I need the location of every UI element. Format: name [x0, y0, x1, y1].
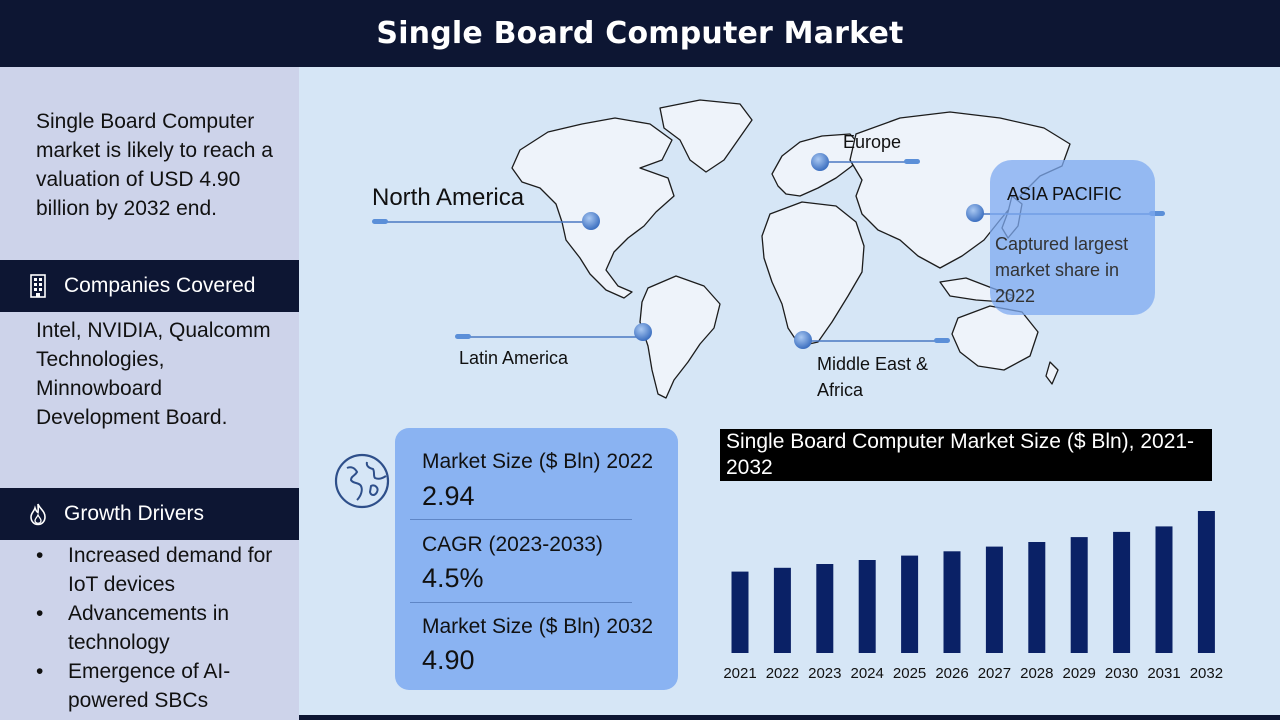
tick-label-2026: 2026 [935, 665, 968, 682]
mea-label-line2: Africa [817, 380, 864, 400]
stats-panel [395, 428, 678, 690]
companies-heading: Companies Covered [0, 260, 299, 312]
bar-2023 [816, 564, 834, 653]
drivers-list: Increased demand for IoT devices Advance… [36, 541, 286, 715]
mea-label-line1: Middle East & [817, 354, 929, 374]
tick-label-2024: 2024 [851, 665, 884, 682]
europe-marker [811, 153, 829, 171]
market-size-2022-value: 2.94 [422, 481, 475, 511]
latin-america-marker [634, 323, 652, 341]
asia-pacific-description: Captured largest market share in 2022 [995, 234, 1129, 306]
north-america-marker [582, 212, 600, 230]
africa-shape [761, 201, 865, 347]
europe-label: Europe [843, 132, 902, 152]
tick-label-2032: 2032 [1190, 665, 1223, 682]
globe-icon [334, 453, 390, 509]
market-size-2032-value: 4.90 [422, 645, 475, 675]
asia-pacific-label: ASIA PACIFIC [1007, 184, 1122, 204]
drivers-heading-label: Growth Drivers [64, 502, 205, 525]
bar-2025 [901, 555, 919, 653]
australia-shape [951, 305, 1039, 371]
bar-2027 [985, 546, 1003, 653]
asia-marker [966, 204, 984, 222]
drivers-heading: Growth Drivers [0, 488, 299, 540]
companies-list: Intel, NVIDIA, Qualcomm Technologies, Mi… [36, 319, 271, 429]
market-size-2022-label: Market Size ($ Bln) 2022 [422, 450, 654, 473]
page-header: Single Board Computer Market [0, 0, 1280, 67]
market-size-2032-label: Market Size ($ Bln) 2032 [422, 615, 654, 638]
greenland-shape [659, 99, 753, 173]
building-icon [28, 274, 48, 298]
cagr-value: 4.5% [422, 563, 484, 593]
flame-icon [28, 502, 48, 526]
tick-label-2029: 2029 [1063, 665, 1096, 682]
bar-2021 [731, 571, 749, 653]
bar-2029 [1070, 537, 1088, 653]
list-item: Advancements in technology [36, 599, 286, 657]
north-america-shape [511, 117, 675, 299]
tick-label-2023: 2023 [808, 665, 841, 682]
bottom-strip [299, 715, 1280, 720]
sidebar: Single Board Computer market is likely t… [0, 67, 299, 720]
tick-label-2030: 2030 [1105, 665, 1138, 682]
tick-label-2022: 2022 [766, 665, 799, 682]
south-america-shape [639, 275, 721, 399]
stat-divider [410, 519, 632, 520]
mea-marker [794, 331, 812, 349]
bar-2030 [1113, 531, 1131, 653]
companies-heading-label: Companies Covered [64, 274, 256, 297]
tick-label-2028: 2028 [1020, 665, 1053, 682]
page-title: Single Board Computer Market [376, 16, 904, 51]
bar-2026 [943, 551, 961, 653]
new-zealand-shape [1045, 361, 1059, 385]
tick-label-2021: 2021 [723, 665, 756, 682]
list-item: Emergence of AI-powered SBCs [36, 657, 286, 715]
asia-pacific-callout [990, 160, 1155, 315]
market-summary: Single Board Computer market is likely t… [36, 110, 273, 220]
asia-shape [849, 111, 1071, 269]
tick-label-2025: 2025 [893, 665, 926, 682]
bar-2022 [773, 567, 791, 653]
cagr-label: CAGR (2023-2033) [422, 533, 603, 556]
tick-label-2027: 2027 [978, 665, 1011, 682]
bar-2032 [1197, 511, 1215, 653]
bar-chart: 2021 2022 2023 2024 2025 2026 2027 2028 2029 2030… [723, 511, 1223, 682]
stat-divider [410, 602, 632, 603]
list-item: Increased demand for IoT devices [36, 541, 286, 599]
chart-title: Single Board Computer Market Size ($ Bln… [720, 429, 1212, 481]
bar-2028 [1028, 542, 1046, 653]
north-america-label: North America [372, 184, 525, 211]
latin-america-label: Latin America [459, 348, 569, 368]
bar-2031 [1155, 526, 1173, 653]
bar-2024 [858, 560, 876, 653]
mea-label: Middle East & Africa [817, 351, 928, 403]
tick-label-2031: 2031 [1147, 665, 1180, 682]
